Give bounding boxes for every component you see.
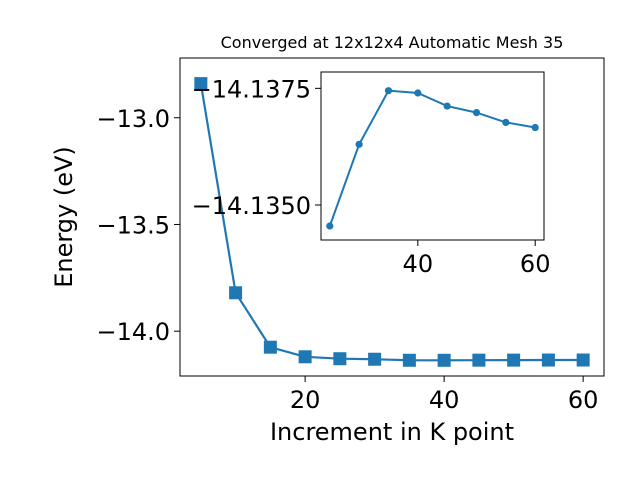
inset-series-line (328, 89, 536, 227)
inset-data-point (531, 123, 539, 132)
inset-data-point (502, 118, 510, 126)
main-series (194, 77, 590, 367)
main-data-point (541, 353, 555, 367)
chart-title: Converged at 12x12x4 Automatic Mesh 35 (221, 33, 564, 52)
y-tick-label: −13.0 (96, 105, 170, 133)
main-axis-ticks: 20 40 60 −13.0 −13.5 −14.0 (96, 105, 598, 414)
main-plot-frame (179, 57, 605, 377)
main-data-point (472, 353, 486, 367)
inset-data-point (472, 109, 481, 117)
inset-series (326, 87, 539, 230)
inset-data-point (384, 87, 393, 95)
y-tick-label: −13.5 (96, 211, 170, 239)
main-data-point (437, 353, 451, 367)
main-data-point (402, 353, 416, 367)
x-axis-label: Increment in K point (270, 418, 514, 446)
x-tick-label: 20 (290, 386, 321, 414)
inset-data-point (443, 102, 451, 110)
main-data-point (368, 352, 382, 366)
x-tick-label: 40 (429, 386, 460, 414)
x-tick-label: 60 (568, 386, 599, 414)
inset-data-point (355, 140, 363, 148)
inset-chart: 40 60 −14.1375 −14.1350 (192, 71, 551, 278)
inset-y-tick-label: −14.1350 (192, 192, 311, 220)
inset-axis-ticks: 40 60 −14.1375 −14.1350 (192, 75, 551, 278)
main-data-point (263, 340, 277, 354)
main-data-point (194, 77, 208, 91)
inset-data-point (326, 222, 334, 230)
main-data-point (576, 353, 590, 367)
inset-x-tick-label: 40 (403, 250, 434, 278)
y-tick-label: −14.0 (96, 318, 170, 346)
inset-x-tick-label: 60 (520, 250, 551, 278)
inset-y-tick-label: −14.1375 (192, 75, 311, 103)
inset-plot-frame (320, 71, 545, 241)
main-data-point (229, 286, 243, 300)
main-chart: 20 40 60 −13.0 −13.5 −14.0 Converged at 12x12… (50, 33, 605, 446)
main-data-point (333, 352, 347, 366)
main-data-point (507, 353, 521, 367)
inset-data-point (414, 89, 422, 97)
y-axis-label: Energy (eV) (50, 146, 78, 288)
main-data-point (298, 350, 312, 364)
